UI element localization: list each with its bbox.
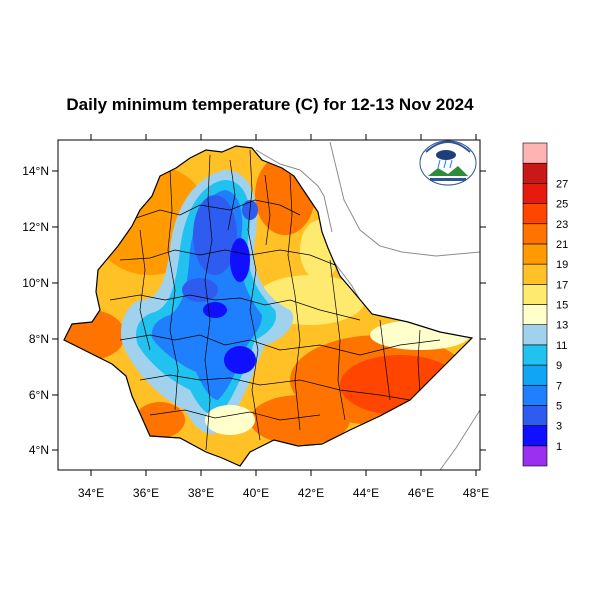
colorbar-swatch <box>522 425 548 447</box>
lat-tick-label: 8°N <box>29 332 49 346</box>
colorbar-label: 7 <box>556 380 562 392</box>
lon-tick-label: 34°E <box>78 486 104 500</box>
lat-tick-label: 14°N <box>22 164 49 178</box>
colorbar-label: 25 <box>556 199 568 211</box>
lon-tick-label: 46°E <box>408 486 434 500</box>
colorbar-label: 17 <box>556 279 568 291</box>
colorbar-label: 19 <box>556 259 568 271</box>
colorbar-swatch <box>522 162 548 184</box>
colorbar-label: 15 <box>556 300 568 312</box>
colorbar-swatch <box>522 384 548 406</box>
map-frame <box>57 139 481 471</box>
lon-tick-label: 44°E <box>353 486 379 500</box>
colorbar-swatch <box>522 324 548 346</box>
colorbar-label: 23 <box>556 219 568 231</box>
map-title: Daily minimum temperature (C) for 12-13 … <box>66 95 474 114</box>
colorbar-label: 27 <box>556 178 568 190</box>
lon-tick-label: 42°E <box>298 486 324 500</box>
colorbar-label: 9 <box>556 360 562 372</box>
colorbar-swatch <box>522 284 548 305</box>
colorbar-label: 3 <box>556 421 562 433</box>
colorbar-swatch <box>522 183 548 204</box>
colorbar-label: 13 <box>556 320 568 332</box>
colorbar-swatch <box>522 344 548 366</box>
colorbar-label: 21 <box>556 239 568 251</box>
ethiopian-meteorology-institute-logo-icon <box>419 140 477 186</box>
admin-boundaries <box>109 149 441 451</box>
colorbar-label: 11 <box>556 340 567 352</box>
lon-tick-label: 36°E <box>133 486 159 500</box>
lon-tick-marks <box>90 134 477 476</box>
lat-tick-marks <box>52 170 486 451</box>
lon-tick-label: 48°E <box>463 486 489 500</box>
colorbar-swatch <box>522 142 548 164</box>
lat-tick-label: 4°N <box>29 443 49 457</box>
lat-tick-label: 6°N <box>29 388 49 402</box>
colorbar-label: 5 <box>556 400 562 412</box>
colorbar-swatch <box>522 223 548 245</box>
lat-tick-label: 10°N <box>22 276 49 290</box>
colorbar-swatch <box>522 445 548 467</box>
lat-tick-label: 12°N <box>22 220 49 234</box>
colorbar-label: 1 <box>556 441 562 453</box>
colorbar-swatch <box>522 203 548 225</box>
lon-tick-label: 38°E <box>188 486 214 500</box>
colorbar-swatch <box>522 304 548 325</box>
lon-tick-label: 40°E <box>243 486 269 500</box>
colorbar-swatch <box>522 405 548 426</box>
colorbar-swatch <box>522 364 548 386</box>
colorbar-swatch <box>522 263 548 285</box>
colorbar-swatch <box>522 243 548 265</box>
neighbour-borders <box>255 141 481 471</box>
